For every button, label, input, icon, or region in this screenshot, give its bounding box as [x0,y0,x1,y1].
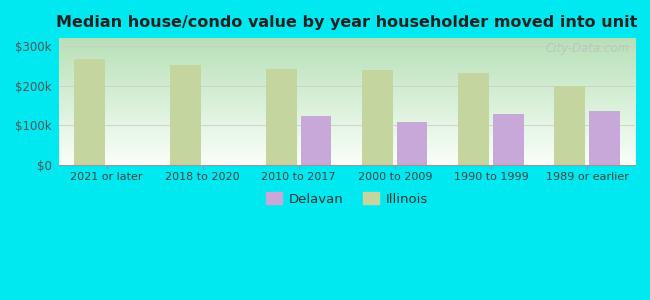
Legend: Delavan, Illinois: Delavan, Illinois [261,187,433,211]
Bar [493,114,523,165]
Bar [362,70,393,165]
Title: Median house/condo value by year householder moved into unit: Median house/condo value by year househo… [56,15,638,30]
Bar [396,122,428,165]
Bar [301,116,332,165]
Bar [170,65,201,165]
Bar [554,85,585,165]
Bar [266,69,297,165]
Text: City-Data.com: City-Data.com [545,42,629,55]
Bar [458,73,489,165]
Bar [74,59,105,165]
Bar [589,111,619,165]
